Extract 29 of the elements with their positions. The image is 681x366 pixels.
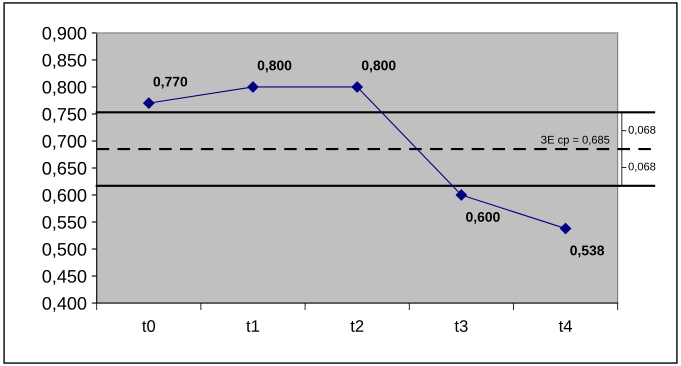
y-tick-label: 0,800 (42, 80, 86, 96)
point (456, 189, 467, 201)
x-tick-label: t0 (142, 320, 156, 332)
y-tick-label: 0,750 (42, 108, 86, 123)
point (352, 81, 363, 93)
data-label: 0,800 (362, 60, 396, 72)
y-tick-label: 0,550 (42, 216, 86, 231)
y-tick-label: 0,900 (42, 26, 86, 42)
text: 0,068 (628, 126, 656, 136)
x-tick-label: t3 (454, 320, 468, 332)
x-tick-label: t2 (350, 320, 364, 332)
data-label: 0,770 (154, 76, 188, 89)
y-tick-label: 0,600 (42, 188, 86, 204)
y-tick-label: 0,500 (42, 242, 86, 258)
text: 0,068 (628, 162, 656, 172)
y-tick-label: 0,400 (42, 296, 86, 312)
y-tick-label: 0,700 (42, 134, 86, 150)
y-tick-label: 0,850 (42, 54, 86, 69)
data-label: 0,800 (258, 60, 292, 72)
y-tick-label: 0,450 (42, 270, 86, 285)
point (143, 98, 154, 109)
x-tick-label: t4 (558, 320, 572, 332)
y-tick-label: 0,650 (42, 162, 86, 177)
data-label: 0,538 (570, 246, 604, 258)
data-label: 0,600 (466, 212, 500, 224)
point (247, 81, 259, 93)
x-tick-label: t1 (246, 320, 260, 332)
point (560, 222, 572, 234)
ref-line-label: ЗЕ ср = 0,685 (540, 136, 610, 146)
